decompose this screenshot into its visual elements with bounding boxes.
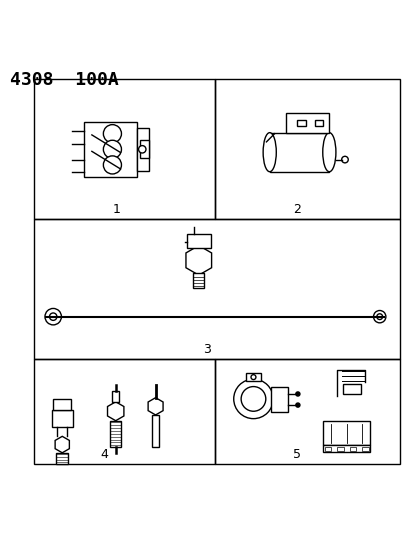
Circle shape (295, 392, 299, 396)
Bar (52, 410, 73, 427)
Circle shape (240, 386, 265, 411)
Ellipse shape (322, 133, 335, 172)
Bar (324, 447, 330, 451)
Bar (285, 113, 329, 133)
Text: 3: 3 (202, 343, 211, 356)
Polygon shape (107, 402, 123, 421)
Bar (349, 447, 356, 451)
Bar (112, 391, 119, 402)
Bar (323, 445, 370, 453)
Polygon shape (55, 437, 69, 453)
Circle shape (103, 125, 121, 143)
Bar (270, 387, 288, 412)
Bar (337, 447, 343, 451)
Bar (193, 273, 204, 288)
Bar (34, 79, 215, 219)
Circle shape (376, 314, 382, 320)
Text: 5: 5 (293, 448, 301, 461)
Circle shape (50, 313, 57, 320)
Circle shape (45, 309, 61, 325)
Circle shape (103, 140, 121, 158)
Text: 2: 2 (293, 203, 301, 216)
Bar (297, 120, 305, 126)
Bar (269, 133, 329, 172)
Bar (53, 399, 71, 410)
Polygon shape (185, 246, 211, 275)
Polygon shape (148, 398, 163, 415)
Bar (361, 447, 368, 451)
Text: 4: 4 (100, 448, 108, 461)
Bar (34, 219, 399, 359)
Bar (323, 421, 370, 445)
Bar (314, 120, 323, 126)
Bar (137, 128, 148, 171)
Circle shape (250, 375, 255, 379)
Circle shape (373, 311, 385, 323)
Circle shape (138, 146, 146, 153)
Circle shape (103, 156, 121, 174)
Ellipse shape (263, 133, 275, 172)
Bar (215, 79, 399, 219)
Circle shape (233, 379, 273, 418)
Bar (139, 140, 149, 158)
Text: 4308  100A: 4308 100A (9, 71, 118, 89)
Bar (342, 384, 360, 394)
Bar (186, 234, 210, 248)
Bar (215, 359, 399, 464)
Bar (110, 421, 121, 447)
Bar (152, 415, 159, 447)
Bar (245, 374, 260, 381)
Text: 1: 1 (112, 203, 120, 216)
Bar (83, 122, 137, 177)
Circle shape (295, 403, 299, 407)
Bar (34, 359, 215, 464)
Circle shape (341, 156, 347, 163)
Bar (56, 453, 68, 464)
